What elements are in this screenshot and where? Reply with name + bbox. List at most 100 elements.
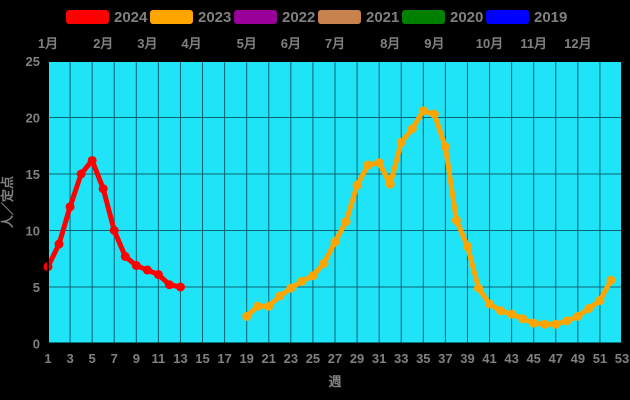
series-2023-point: [330, 237, 340, 247]
legend-item-2019: 2019: [486, 10, 570, 25]
series-2023-point: [474, 283, 483, 293]
series-2023-point: [584, 303, 594, 313]
series-2024-point: [65, 202, 75, 212]
x-tick-label: 43: [504, 351, 518, 366]
y-tick-label: 25: [26, 54, 40, 69]
series-2023-point: [562, 316, 572, 326]
x-tick-label: 1: [44, 351, 51, 366]
month-label: 3月: [137, 36, 157, 51]
x-tick-label: 41: [482, 351, 496, 366]
legend-swatch-2019: [486, 10, 529, 24]
series-2023-point: [551, 319, 561, 329]
month-label: 9月: [424, 36, 444, 51]
series-2023-point: [396, 137, 406, 147]
legend: 2024 2023 2022 2021 2020 2019: [66, 8, 570, 26]
series-2024-point: [142, 265, 152, 275]
legend-item-2024: 2024: [66, 10, 150, 25]
series-2024-point: [87, 155, 97, 165]
x-tick-label: 31: [372, 351, 386, 366]
series-2024-point: [153, 270, 163, 280]
series-2024-point: [120, 251, 130, 261]
x-tick-label: 25: [306, 351, 320, 366]
x-tick-label: 7: [111, 351, 118, 366]
legend-item-2022: 2022: [234, 10, 318, 25]
legend-label: 2019: [534, 8, 568, 26]
series-2023-line: [244, 108, 614, 327]
month-label: 5月: [237, 36, 257, 51]
x-tick-label: 45: [526, 351, 540, 366]
series-2023-point: [440, 142, 450, 152]
series-2023-point: [451, 215, 461, 225]
x-tick-label: 3: [66, 351, 73, 366]
series-2023-point: [341, 216, 351, 226]
y-tick-label: 15: [26, 167, 40, 182]
x-tick-label: 47: [549, 351, 563, 366]
series-2024-point: [98, 184, 108, 194]
y-tick-label: 20: [26, 111, 40, 126]
x-tick-label: 35: [416, 351, 430, 366]
x-tick-label: 29: [350, 351, 364, 366]
x-tick-label: 27: [328, 351, 342, 366]
x-tick-label: 39: [460, 351, 474, 366]
month-label: 1月: [38, 36, 58, 51]
series-2023-point: [319, 258, 329, 268]
series-2023-point: [462, 241, 472, 251]
month-label: 2月: [93, 36, 113, 51]
month-label: 6月: [281, 36, 301, 51]
legend-swatch-2022: [234, 10, 277, 24]
series-2023-point: [363, 160, 373, 170]
x-tick-label: 51: [593, 351, 607, 366]
legend-swatch-2024: [66, 10, 109, 24]
series-2023-point: [595, 296, 605, 306]
y-tick-label: 10: [26, 224, 40, 239]
y-axis-title: 人／定点: [0, 176, 15, 228]
x-tick-label: 37: [438, 351, 452, 366]
month-label: 11月: [520, 36, 547, 51]
legend-label: 2024: [114, 8, 148, 26]
month-label: 4月: [181, 36, 201, 51]
series-2023-point: [429, 109, 439, 119]
series-2023-point: [374, 158, 384, 168]
x-tick-label: 21: [262, 351, 276, 366]
series-2023-point: [308, 271, 318, 281]
x-tick-label: 19: [239, 351, 253, 366]
series-2023-point: [385, 179, 395, 189]
series-2024-point: [175, 282, 185, 292]
legend-item-2021: 2021: [318, 10, 402, 25]
series-2023-point: [496, 306, 506, 316]
legend-swatch-2023: [150, 10, 193, 24]
series-2024-point: [109, 226, 119, 235]
legend-swatch-2021: [318, 10, 361, 24]
y-tick-label: 0: [33, 337, 40, 352]
series-2024-point: [76, 169, 86, 179]
series-2024-point: [54, 239, 64, 249]
month-label: 12月: [564, 36, 591, 51]
legend-item-2020: 2020: [402, 10, 486, 25]
series-2023-point: [540, 319, 550, 329]
x-tick-label: 5: [89, 351, 96, 366]
series-2023-point: [297, 276, 307, 286]
legend-label: 2020: [450, 8, 484, 26]
series-2023-point: [418, 106, 428, 116]
series-2023-point: [286, 283, 296, 293]
month-label: 8月: [380, 36, 400, 51]
series-2023-point: [606, 275, 616, 285]
month-label: 7月: [325, 36, 345, 51]
legend-label: 2023: [198, 8, 232, 26]
legend-label: 2021: [366, 8, 400, 26]
series-2023-point: [529, 318, 539, 328]
series-2023-point: [275, 291, 285, 301]
series-2023-point: [253, 301, 263, 311]
legend-item-2023: 2023: [150, 10, 234, 25]
x-tick-label: 23: [284, 351, 298, 366]
series-2023-point: [264, 301, 274, 311]
x-tick-label: 49: [571, 351, 585, 366]
legend-swatch-2020: [402, 10, 445, 24]
series-2023-point: [507, 309, 517, 319]
plot-border: [47, 60, 623, 345]
series-2023-point: [407, 124, 417, 134]
series-2023-point: [573, 311, 583, 321]
series-2023-point: [352, 180, 362, 190]
month-label: 10月: [476, 36, 503, 51]
